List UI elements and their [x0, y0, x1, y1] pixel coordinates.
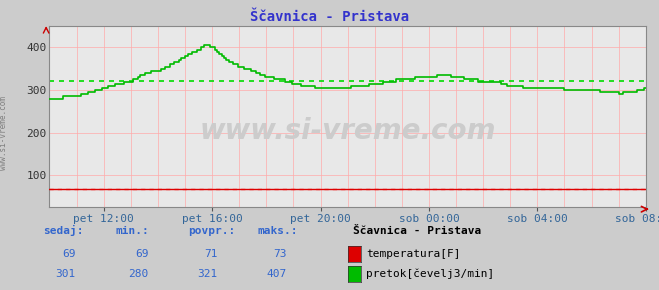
Text: 407: 407 [266, 269, 287, 279]
Text: 280: 280 [128, 269, 148, 279]
Text: 69: 69 [63, 249, 76, 259]
Text: Ščavnica - Pristava: Ščavnica - Pristava [353, 226, 481, 235]
Text: pretok[čevelj3/min]: pretok[čevelj3/min] [366, 269, 495, 279]
Text: 301: 301 [55, 269, 76, 279]
Text: povpr.:: povpr.: [188, 226, 235, 235]
Text: 69: 69 [135, 249, 148, 259]
Text: 71: 71 [204, 249, 217, 259]
Text: min.:: min.: [115, 226, 149, 235]
Text: www.si-vreme.com: www.si-vreme.com [0, 96, 9, 171]
Text: Ščavnica - Pristava: Ščavnica - Pristava [250, 10, 409, 24]
Text: www.si-vreme.com: www.si-vreme.com [200, 117, 496, 145]
Text: 73: 73 [273, 249, 287, 259]
Text: sedaj:: sedaj: [43, 225, 83, 236]
Text: 321: 321 [197, 269, 217, 279]
Text: maks.:: maks.: [257, 226, 297, 235]
Text: temperatura[F]: temperatura[F] [366, 249, 461, 259]
